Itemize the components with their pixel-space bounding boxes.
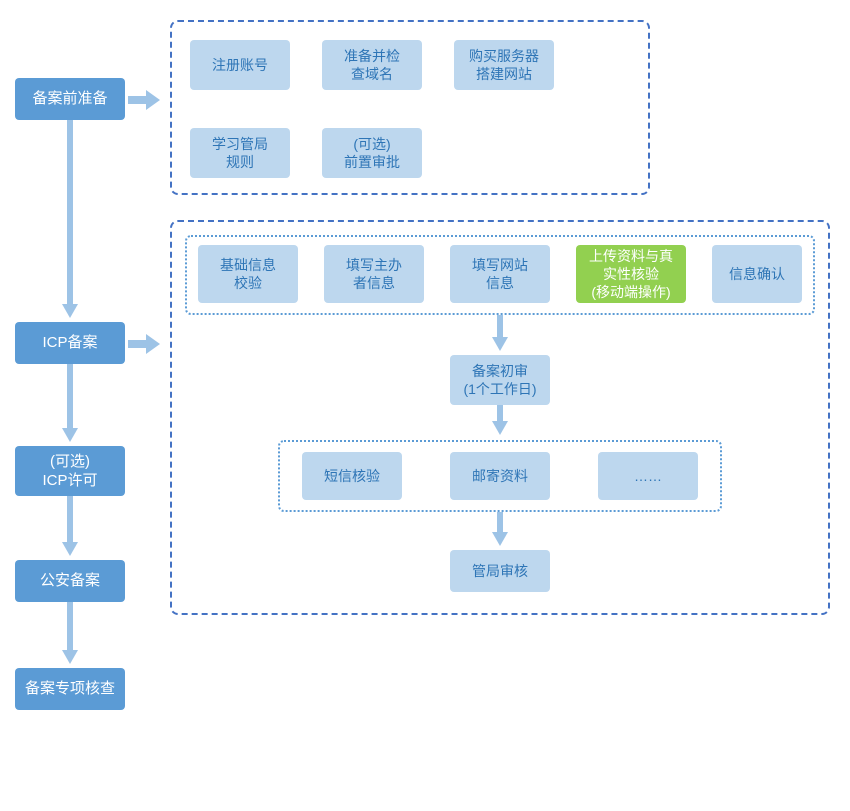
sub-node-upload: 上传资料与真 实性核验 (移动端操作) [576, 245, 686, 303]
arrow-down-icon [62, 496, 78, 561]
sub-node-learn: 学习管局 规则 [190, 128, 290, 178]
arrow-down-icon [492, 405, 508, 440]
main-node-police: 公安备案 [15, 560, 125, 602]
sub-node-server: 购买服务器 搭建网站 [454, 40, 554, 90]
arrow-down-icon [492, 512, 508, 551]
sub-node-domain: 准备并检 查域名 [322, 40, 422, 90]
sub-node-site: 填写网站 信息 [450, 245, 550, 303]
arrow-down-icon [62, 120, 78, 323]
main-node-check: 备案专项核查 [15, 668, 125, 710]
sub-node-owner: 填写主办 者信息 [324, 245, 424, 303]
arrow-right-icon [128, 334, 160, 359]
sub-node-etc: …… [598, 452, 698, 500]
main-node-prep: 备案前准备 [15, 78, 125, 120]
sub-node-basic: 基础信息 校验 [198, 245, 298, 303]
sub-node-final: 管局审核 [450, 550, 550, 592]
sub-node-sms: 短信核验 [302, 452, 402, 500]
sub-node-preapp: (可选) 前置审批 [322, 128, 422, 178]
arrow-down-icon [62, 602, 78, 669]
arrow-down-icon [492, 315, 508, 356]
sub-node-reg: 注册账号 [190, 40, 290, 90]
sub-node-confirm: 信息确认 [712, 245, 802, 303]
sub-node-mail: 邮寄资料 [450, 452, 550, 500]
main-node-icp: ICP备案 [15, 322, 125, 364]
sub-node-review: 备案初审 (1个工作日) [450, 355, 550, 405]
main-node-permit: (可选) ICP许可 [15, 446, 125, 496]
arrow-down-icon [62, 364, 78, 447]
arrow-right-icon [128, 90, 160, 115]
